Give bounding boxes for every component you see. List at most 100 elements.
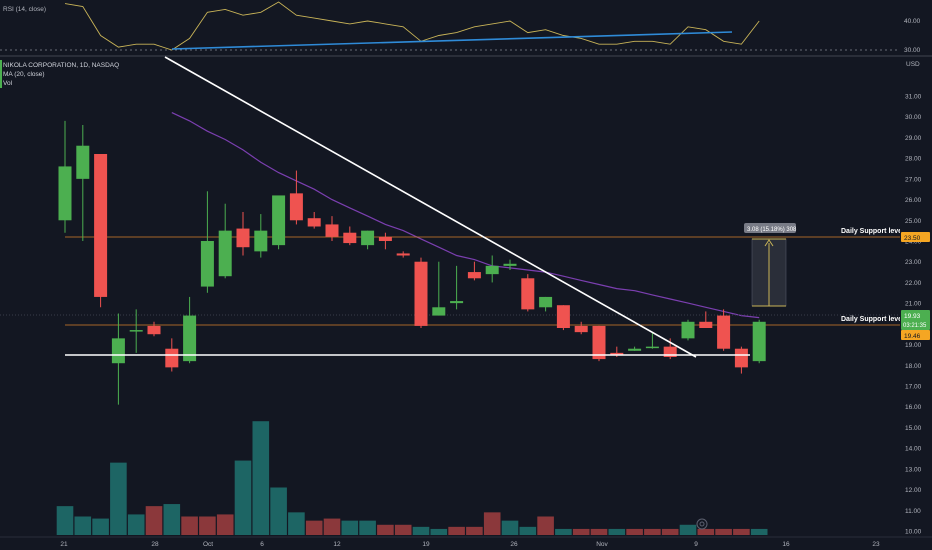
candle-body: [325, 224, 339, 237]
candle: [272, 195, 286, 250]
candle: [129, 309, 143, 353]
price-axis-label: 12.00: [905, 487, 922, 494]
candle: [592, 325, 606, 362]
price-axis-label: 28.00: [905, 156, 922, 163]
price-axis-label: 31.00: [905, 94, 922, 101]
candle-body: [129, 330, 143, 332]
volume-bar: [644, 528, 661, 535]
volume-bar: [572, 528, 590, 535]
volume-bar: [501, 520, 519, 535]
time-axis-label: Nov: [596, 541, 608, 548]
candle-body: [645, 346, 659, 349]
candle: [76, 125, 90, 241]
candle-body: [165, 348, 179, 368]
tag-upper-support-bg: [901, 232, 930, 242]
support-label-upper: Daily Support level: [841, 228, 904, 235]
candle-body: [289, 193, 303, 221]
candle-body: [628, 348, 642, 351]
candle: [645, 332, 659, 349]
volume-bar: [270, 487, 287, 535]
candle-body: [218, 230, 232, 277]
tag-last-price-bg: [901, 310, 930, 330]
candle-body: [699, 321, 713, 328]
candle-body: [254, 230, 268, 252]
rsi-legend[interactable]: RSI (14, close): [3, 6, 46, 13]
downtrend-line[interactable]: [164, 56, 697, 358]
candle: [378, 232, 392, 250]
volume-bar: [181, 516, 198, 535]
candle: [343, 226, 357, 246]
price-axis-label: 27.00: [905, 176, 922, 183]
candle: [521, 274, 535, 312]
candle-body: [681, 321, 695, 339]
candle-body: [343, 232, 357, 244]
candle: [539, 296, 553, 312]
volume-bar: [733, 528, 750, 535]
volume-bar: [537, 516, 554, 535]
candle-body: [414, 261, 428, 326]
volume-legend[interactable]: Vol: [3, 80, 13, 87]
candle-body: [592, 325, 606, 360]
volume-bar: [305, 520, 323, 535]
candle: [236, 212, 250, 256]
rsi-pane[interactable]: RSI (14, close) 40.00 30.00: [0, 1, 932, 57]
ma-legend[interactable]: MA (20, close): [3, 71, 45, 78]
candle-body: [58, 166, 72, 221]
watermark-logo-icon: [696, 518, 708, 530]
price-pane[interactable]: 3.08 (15.18%) 308 Daily Support level Da…: [0, 56, 932, 548]
volume-bar: [74, 516, 92, 535]
volume-bars: [56, 421, 768, 535]
volume-bar: [626, 528, 643, 535]
time-axis-label: 16: [782, 541, 790, 548]
candle-body: [503, 263, 517, 266]
time-axis-label: 9: [694, 541, 698, 548]
candle-body: [752, 321, 766, 362]
candle: [467, 261, 481, 281]
volume-bar: [679, 524, 697, 535]
time-axis-label: 12: [333, 541, 341, 548]
price-axis-label: 22.00: [905, 280, 922, 287]
measure-label-background: [744, 223, 796, 233]
candle: [396, 251, 410, 258]
candle-body: [307, 218, 321, 227]
candle: [681, 319, 695, 341]
price-axis-label: 29.00: [905, 135, 922, 142]
price-axis-label: 17.00: [905, 384, 922, 391]
symbol-title[interactable]: NIKOLA CORPORATION, 1D, NASDAQ: [3, 62, 119, 69]
candle: [699, 311, 713, 328]
price-axis-background[interactable]: [900, 57, 932, 537]
time-axis-label: 21: [60, 541, 68, 548]
time-axis-label: 19: [422, 541, 430, 548]
time-axis-labels[interactable]: 21 28 Oct 6 12 19 26 Nov 9 16 23: [60, 541, 880, 548]
candle: [752, 319, 766, 364]
price-axis-label: 13.00: [905, 466, 922, 473]
candle-body: [734, 348, 748, 368]
volume-bar: [661, 528, 679, 535]
volume-bar: [341, 520, 359, 535]
price-range-measure[interactable]: 3.08 (15.18%) 308: [744, 223, 797, 307]
volume-bar: [590, 528, 608, 535]
volume-bar: [56, 506, 74, 535]
candle: [432, 261, 446, 316]
candle: [218, 203, 232, 279]
candle: [58, 120, 72, 233]
candle: [574, 321, 588, 335]
candle-body: [183, 315, 197, 362]
candle: [734, 346, 748, 374]
price-axis-label: 11.00: [905, 508, 921, 515]
volume-bar: [216, 514, 234, 535]
candle-body: [76, 145, 90, 179]
candle-body: [396, 253, 410, 256]
rsi-trend-line[interactable]: [171, 31, 733, 50]
volume-bar: [519, 526, 537, 535]
volume-bar: [448, 526, 465, 535]
price-axis-label: 26.00: [905, 197, 922, 204]
volume-bar: [92, 518, 109, 535]
candle: [361, 230, 375, 250]
candle-body: [361, 230, 375, 246]
price-axis-label: 30.00: [905, 114, 922, 121]
price-axis-label: 25.00: [905, 218, 922, 225]
volume-bar: [323, 518, 341, 535]
